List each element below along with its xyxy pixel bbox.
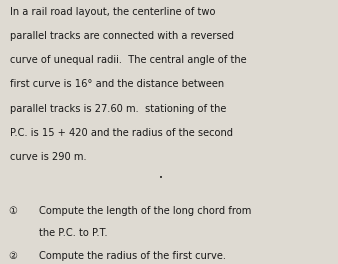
Text: curve of unequal radii.  The central angle of the: curve of unequal radii. The central angl… — [10, 55, 247, 65]
Text: ①: ① — [8, 206, 17, 216]
Text: Compute the length of the long chord from: Compute the length of the long chord fro… — [39, 206, 251, 216]
Text: first curve is 16° and the distance between: first curve is 16° and the distance betw… — [10, 79, 224, 89]
Text: P.C. is 15 + 420 and the radius of the second: P.C. is 15 + 420 and the radius of the s… — [10, 128, 233, 138]
Text: the P.C. to P.T.: the P.C. to P.T. — [39, 228, 107, 238]
Text: parallel tracks is 27.60 m.  stationing of the: parallel tracks is 27.60 m. stationing o… — [10, 104, 226, 114]
Text: ②: ② — [8, 251, 17, 261]
Text: curve is 290 m.: curve is 290 m. — [10, 152, 87, 162]
Text: Compute the radius of the first curve.: Compute the radius of the first curve. — [39, 251, 226, 261]
Text: parallel tracks are connected with a reversed: parallel tracks are connected with a rev… — [10, 31, 234, 41]
Text: •: • — [159, 175, 163, 181]
Text: In a rail road layout, the centerline of two: In a rail road layout, the centerline of… — [10, 7, 216, 17]
